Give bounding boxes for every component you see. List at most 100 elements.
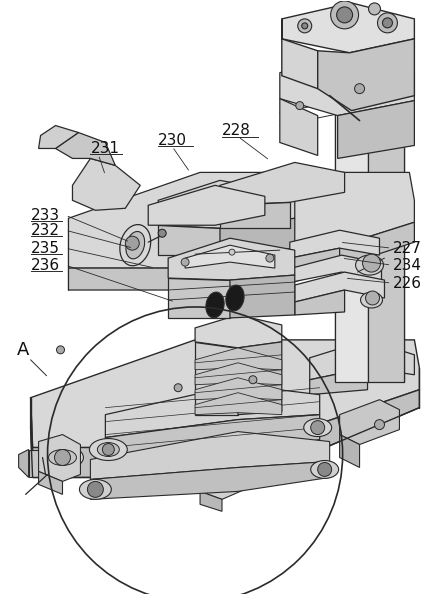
- Polygon shape: [158, 226, 220, 255]
- Circle shape: [377, 13, 397, 33]
- Polygon shape: [90, 462, 330, 499]
- Ellipse shape: [304, 419, 332, 437]
- Polygon shape: [295, 272, 385, 302]
- Circle shape: [125, 236, 139, 250]
- Polygon shape: [230, 275, 295, 318]
- Polygon shape: [195, 348, 282, 369]
- Ellipse shape: [206, 292, 224, 318]
- Circle shape: [369, 3, 381, 15]
- Polygon shape: [195, 393, 282, 415]
- Circle shape: [355, 84, 365, 93]
- Circle shape: [87, 481, 103, 497]
- Polygon shape: [340, 400, 400, 444]
- Ellipse shape: [311, 461, 339, 478]
- Polygon shape: [310, 340, 415, 380]
- Polygon shape: [30, 397, 33, 477]
- Text: 231: 231: [90, 141, 120, 156]
- Polygon shape: [29, 449, 51, 477]
- Polygon shape: [68, 173, 415, 268]
- Circle shape: [366, 291, 380, 305]
- Circle shape: [375, 351, 384, 359]
- Ellipse shape: [361, 292, 382, 308]
- Polygon shape: [195, 315, 282, 348]
- Text: 235: 235: [30, 240, 60, 256]
- Polygon shape: [90, 431, 330, 480]
- Circle shape: [181, 258, 189, 266]
- Ellipse shape: [79, 480, 111, 499]
- Polygon shape: [68, 223, 415, 290]
- Polygon shape: [335, 49, 404, 76]
- Polygon shape: [72, 158, 140, 210]
- Circle shape: [158, 229, 166, 237]
- Polygon shape: [195, 342, 238, 415]
- Ellipse shape: [355, 255, 384, 275]
- Polygon shape: [200, 468, 245, 499]
- Polygon shape: [105, 385, 320, 437]
- Polygon shape: [195, 363, 282, 385]
- Circle shape: [249, 376, 257, 384]
- Text: 226: 226: [392, 275, 422, 290]
- Ellipse shape: [126, 231, 145, 259]
- Ellipse shape: [226, 285, 244, 311]
- Ellipse shape: [41, 446, 83, 469]
- Polygon shape: [148, 186, 265, 226]
- Text: 230: 230: [158, 133, 187, 148]
- Ellipse shape: [120, 224, 151, 266]
- Polygon shape: [38, 126, 78, 149]
- Polygon shape: [38, 434, 80, 481]
- Polygon shape: [290, 230, 380, 258]
- Circle shape: [363, 254, 381, 272]
- Circle shape: [298, 19, 312, 33]
- Polygon shape: [56, 133, 116, 165]
- Circle shape: [382, 18, 392, 28]
- Polygon shape: [105, 415, 320, 462]
- Circle shape: [174, 384, 182, 392]
- Circle shape: [336, 7, 353, 23]
- Circle shape: [302, 23, 308, 29]
- Polygon shape: [340, 434, 359, 468]
- Polygon shape: [33, 390, 419, 477]
- Polygon shape: [220, 162, 344, 205]
- Polygon shape: [185, 245, 275, 268]
- Polygon shape: [168, 238, 295, 280]
- Polygon shape: [367, 61, 404, 382]
- Polygon shape: [38, 471, 63, 494]
- Polygon shape: [220, 202, 290, 228]
- Polygon shape: [195, 378, 282, 400]
- Polygon shape: [290, 248, 340, 270]
- Text: 236: 236: [30, 258, 60, 273]
- Circle shape: [374, 419, 385, 430]
- Circle shape: [296, 102, 304, 109]
- Text: 233: 233: [30, 208, 60, 223]
- Polygon shape: [310, 368, 367, 394]
- Ellipse shape: [90, 439, 127, 461]
- Polygon shape: [338, 101, 415, 158]
- Ellipse shape: [97, 443, 120, 456]
- Polygon shape: [30, 340, 419, 447]
- Polygon shape: [282, 19, 318, 89]
- Polygon shape: [280, 99, 318, 155]
- Circle shape: [229, 249, 235, 255]
- Text: 227: 227: [392, 240, 421, 256]
- Polygon shape: [295, 290, 344, 315]
- Ellipse shape: [49, 449, 76, 465]
- Polygon shape: [200, 491, 222, 511]
- Polygon shape: [318, 39, 415, 111]
- Polygon shape: [19, 449, 29, 477]
- Polygon shape: [282, 3, 415, 53]
- Circle shape: [318, 462, 332, 477]
- Circle shape: [56, 346, 64, 354]
- Circle shape: [51, 455, 60, 465]
- Polygon shape: [158, 180, 295, 228]
- Circle shape: [275, 205, 281, 211]
- Text: 228: 228: [222, 123, 251, 138]
- Circle shape: [55, 449, 71, 465]
- Polygon shape: [280, 56, 415, 115]
- Circle shape: [311, 421, 325, 434]
- Text: A: A: [16, 341, 29, 359]
- Circle shape: [172, 209, 178, 215]
- Circle shape: [331, 1, 359, 29]
- Polygon shape: [220, 218, 295, 255]
- Circle shape: [102, 443, 114, 456]
- Polygon shape: [292, 255, 381, 282]
